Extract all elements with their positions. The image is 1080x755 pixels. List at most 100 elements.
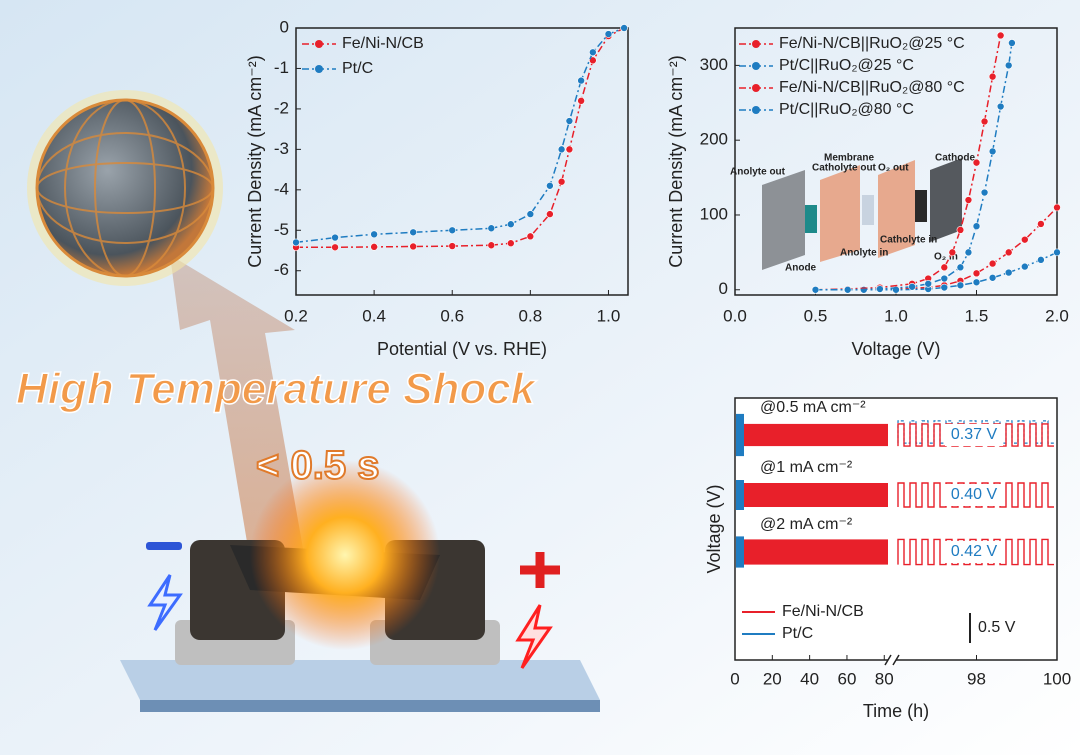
- data-point: [940, 263, 949, 272]
- data-point: [964, 196, 973, 204]
- data-point: [577, 76, 585, 85]
- legend-marker: [315, 40, 323, 48]
- x-tick-label: 1.0: [884, 306, 908, 325]
- y-tick-label: 200: [700, 130, 728, 149]
- data-point: [940, 274, 949, 283]
- data-point: [843, 285, 852, 294]
- data-point: [1037, 220, 1045, 228]
- data-point: [331, 243, 339, 252]
- x-tick-label: 20: [763, 669, 782, 688]
- data-point: [972, 278, 981, 287]
- cycling-wave: [897, 423, 1054, 447]
- data-point: [1004, 61, 1013, 70]
- y-tick-label: -5: [274, 220, 289, 239]
- gap-box: [945, 541, 1003, 563]
- y-axis-label: Voltage (V): [704, 484, 724, 573]
- data-point: [988, 147, 997, 156]
- scale-bar-label: 0.5 V: [978, 619, 1016, 636]
- data-point: [956, 263, 965, 272]
- data-point: [557, 145, 566, 154]
- data-point: [956, 226, 965, 234]
- data-point: [948, 248, 957, 257]
- x-tick-label: 98: [967, 669, 986, 688]
- banner-title: High Temperature Shock: [16, 365, 538, 414]
- current-label: @2 mA cm⁻²: [760, 516, 853, 533]
- legend-label: Pt/C: [782, 625, 813, 642]
- series-line: [295, 27, 625, 244]
- data-point: [577, 97, 585, 105]
- gap-box: [945, 424, 1003, 446]
- data-point: [996, 31, 1005, 40]
- cycling-band: [743, 483, 888, 507]
- catholyte-plate: [820, 165, 860, 262]
- cycling-wave: [897, 538, 1054, 566]
- bolt-left: [147, 574, 183, 631]
- data-point: [964, 248, 973, 257]
- sphere: [35, 98, 215, 278]
- inset-label: Anolyte out: [730, 167, 786, 178]
- current-label: @1 mA cm⁻²: [760, 459, 853, 476]
- x-axis-label: Potential (V vs. RHE): [377, 339, 547, 359]
- data-point: [526, 232, 535, 241]
- data-point: [980, 117, 989, 126]
- legend-label: Pt/C||RuO₂@25 °C: [779, 57, 914, 74]
- x-tick-label: 100: [1043, 669, 1071, 688]
- pt-band: [736, 536, 744, 568]
- data-point: [811, 285, 820, 294]
- data-point: [980, 188, 989, 197]
- substrate: [120, 660, 600, 700]
- data-point: [924, 279, 933, 288]
- data-point: [526, 210, 535, 218]
- data-point: [589, 48, 597, 57]
- inset-label: Anolyte in: [840, 248, 888, 259]
- anode-plate: [762, 170, 805, 270]
- legend-marker: [752, 106, 760, 114]
- data-point: [972, 222, 981, 230]
- x-tick-label: 1.5: [965, 306, 989, 325]
- cycling-band: [743, 423, 888, 447]
- y-tick-label: -1: [274, 58, 289, 77]
- data-point: [1037, 256, 1045, 264]
- cathode-plate: [930, 158, 962, 242]
- data-point: [565, 117, 574, 125]
- data-point: [1053, 203, 1061, 212]
- inset-label: Anode: [785, 263, 817, 274]
- data-point: [370, 230, 378, 239]
- y-tick-label: -3: [274, 139, 289, 158]
- legend-label: Fe/Ni-N/CB||RuO₂@25 °C: [779, 35, 965, 52]
- data-point: [1004, 248, 1013, 257]
- illustration: [27, 90, 600, 712]
- data-point: [1004, 268, 1013, 277]
- data-point: [331, 233, 339, 242]
- x-tick-label: 80: [875, 669, 894, 688]
- legend-label: Pt/C: [342, 60, 373, 77]
- x-axis-label: Voltage (V): [851, 339, 940, 359]
- data-point: [988, 72, 997, 81]
- x-tick-label: 0: [730, 669, 739, 688]
- anolyte-plate: [878, 160, 915, 258]
- inset-label: Cathode: [935, 153, 975, 164]
- axis-break: [888, 654, 896, 666]
- data-point: [487, 241, 496, 250]
- data-point: [546, 181, 554, 190]
- x-axis-label: Time (h): [863, 701, 929, 721]
- legend-label: Pt/C||RuO₂@80 °C: [779, 101, 914, 118]
- minus-sign: [146, 542, 182, 550]
- plus-sign: [520, 552, 560, 588]
- y-tick-label: 100: [700, 204, 728, 223]
- x-tick-label: 0.2: [284, 306, 308, 325]
- fire: [250, 460, 440, 650]
- x-tick-label: 0.0: [723, 306, 747, 325]
- legend-marker: [752, 84, 760, 92]
- data-point: [1053, 248, 1061, 257]
- pt-band: [736, 480, 744, 510]
- data-point: [620, 24, 628, 32]
- data-point: [1021, 262, 1029, 271]
- x-tick-label: 60: [837, 669, 856, 688]
- data-point: [589, 56, 597, 65]
- x-tick-label: 0.6: [440, 306, 464, 325]
- substrate-edge: [140, 700, 600, 712]
- gap-box: [945, 484, 1003, 506]
- y-axis-label: Current Density (mA cm⁻²): [666, 55, 686, 268]
